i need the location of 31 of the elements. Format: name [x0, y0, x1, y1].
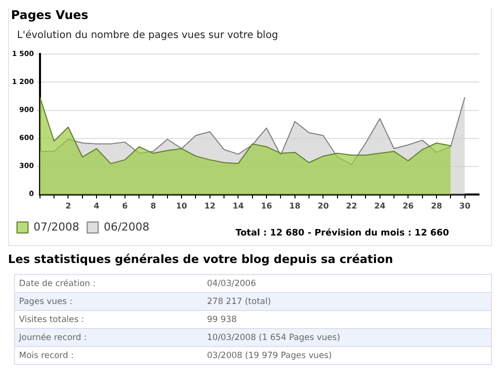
x-tick-label: 30	[459, 201, 471, 210]
x-tick-label: 26	[402, 201, 414, 210]
text: Visites totales :	[14, 310, 203, 328]
x-tick-label: 20	[318, 201, 330, 210]
chart-subtitle: L'évolution du nombre de pages vues sur votre blog	[17, 30, 280, 41]
text: Journée record :	[14, 328, 203, 346]
text: 278 217 (total)	[203, 292, 492, 310]
legend-label: 07/2008	[34, 220, 80, 234]
legend-label: 06/2008	[104, 220, 150, 234]
x-tick-label: 18	[289, 201, 301, 210]
text: 04/03/2006	[203, 274, 492, 292]
text: 99 938	[203, 310, 492, 328]
x-tick-label: 10	[176, 201, 188, 210]
text: 10/03/2008 (1 654 Pages vues)	[203, 328, 492, 346]
x-tick-label: 16	[260, 201, 273, 210]
x-tick-label: 2	[65, 201, 72, 210]
x-tick-label: 22	[346, 201, 358, 210]
x-tick-label: 24	[374, 201, 386, 210]
chart-title: Pages Vues	[11, 8, 90, 22]
x-tick-label: 14	[232, 201, 244, 210]
text: Date de création :	[14, 274, 203, 292]
text: Les statistiques générales de votre blog depuis sa création	[8, 252, 394, 266]
text: Pages vues :	[14, 292, 203, 310]
x-tick-label: 8	[150, 201, 156, 210]
text: Total : 12 680 - Prévision du mois : 12 660	[236, 227, 449, 238]
x-tick-label: 4	[94, 201, 100, 210]
text: 03/2008 (19 979 Pages vues)	[203, 346, 492, 364]
x-tick-label: 28	[430, 201, 443, 210]
x-tick-label: 12	[204, 201, 216, 210]
text: Mois record :	[14, 346, 203, 364]
x-tick-label: 6	[122, 201, 128, 210]
